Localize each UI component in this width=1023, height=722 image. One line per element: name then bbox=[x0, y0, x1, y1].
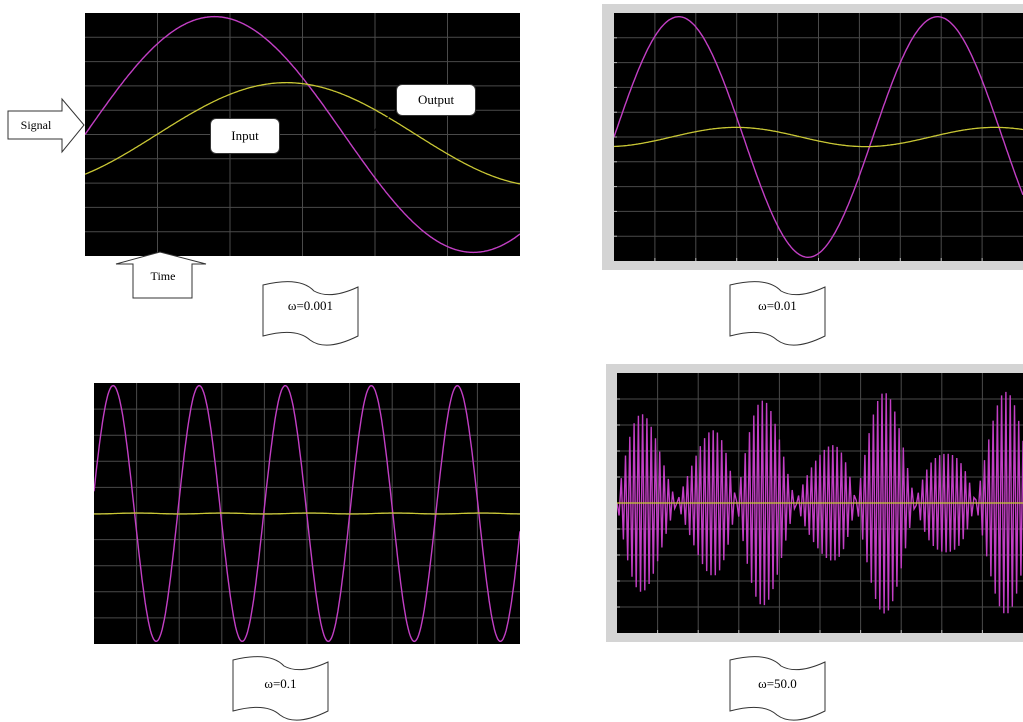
plot-omega-50-svg bbox=[617, 373, 1023, 633]
output-label: Output bbox=[396, 84, 476, 116]
label-omega-0001-text: ω=0.001 bbox=[287, 298, 334, 313]
plot-omega-001 bbox=[614, 13, 1023, 261]
label-omega-0001: ω=0.001 bbox=[263, 298, 358, 318]
plot-omega-0001-svg bbox=[85, 13, 520, 256]
series-line-input bbox=[94, 384, 520, 643]
series-line-input bbox=[614, 16, 1023, 259]
label-omega-001-text: ω=0.01 bbox=[758, 298, 797, 313]
series-line-output bbox=[85, 81, 520, 185]
plot-omega-01-svg bbox=[94, 383, 520, 644]
series-line-output bbox=[94, 512, 520, 515]
plot-omega-001-svg bbox=[614, 13, 1023, 261]
series-line-input bbox=[85, 15, 520, 254]
label-omega-01-text: ω=0.1 bbox=[264, 676, 297, 691]
label-omega-50-text: ω=50.0 bbox=[758, 676, 797, 691]
input-label: Input bbox=[210, 118, 280, 154]
time-label: Time bbox=[150, 268, 176, 283]
plot-omega-50 bbox=[617, 373, 1023, 633]
signal-label: Signal bbox=[20, 117, 52, 132]
series-line-output bbox=[614, 126, 1023, 148]
series-line-input bbox=[617, 391, 1023, 614]
plot-omega-01 bbox=[94, 383, 520, 644]
label-omega-001: ω=0.01 bbox=[730, 298, 825, 318]
label-omega-50: ω=50.0 bbox=[730, 676, 825, 696]
plot-omega-0001 bbox=[85, 13, 520, 256]
label-omega-01: ω=0.1 bbox=[233, 676, 328, 696]
